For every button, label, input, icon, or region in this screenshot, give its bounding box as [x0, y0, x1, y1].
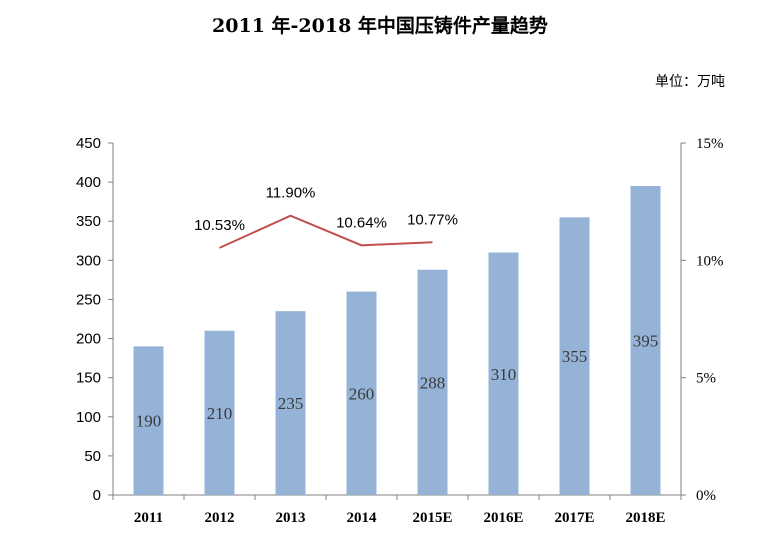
left-y-ticks: 0 50 100 150 200 250 300 350 400 450 [76, 135, 113, 504]
bar-labels: 190 210 235 260 288 310 355 395 [136, 332, 659, 431]
x-ticks: 2011 2012 2013 2014 2015E 2016E 2017E 2018E [112, 495, 682, 526]
left-tick-label: 350 [76, 213, 101, 230]
bar-value-label: 260 [349, 384, 375, 403]
bar [630, 186, 661, 495]
left-tick-label: 100 [76, 409, 101, 426]
x-tick-label: 2014 [347, 510, 378, 526]
bar [488, 252, 519, 495]
unit-label: 单位：万吨 [655, 74, 725, 90]
growth-label: 10.53% [194, 217, 245, 234]
x-tick-label: 2012 [205, 510, 235, 526]
x-tick-label: 2013 [276, 510, 306, 526]
bar [133, 346, 164, 495]
growth-line [219, 214, 433, 249]
left-tick-label: 50 [84, 448, 101, 465]
bar-value-label: 210 [207, 404, 233, 423]
x-tick-label: 2015E [412, 510, 452, 526]
bar-value-label: 310 [491, 365, 517, 384]
axes [112, 143, 682, 496]
right-tick-label: 10% [696, 253, 724, 269]
growth-label: 10.77% [407, 211, 458, 228]
chart-title: 2011 年-2018 年中国压铸件产量趋势 [212, 14, 548, 37]
left-tick-label: 300 [76, 252, 101, 269]
bar-value-label: 288 [420, 373, 446, 392]
left-tick-label: 450 [76, 135, 101, 152]
bar [559, 217, 590, 496]
bar [346, 291, 377, 495]
growth-label: 11.90% [266, 185, 316, 202]
right-y-ticks: 0% 5% 10% 15% [681, 136, 724, 504]
growth-polyline [219, 214, 433, 249]
bar-value-label: 235 [278, 394, 304, 413]
x-tick-label: 2018E [625, 510, 665, 526]
left-tick-label: 400 [76, 174, 101, 191]
bar-value-label: 355 [562, 347, 588, 366]
x-tick-label: 2011 [134, 510, 163, 526]
growth-labels: 10.53% 11.90% 10.64% 10.77% [194, 185, 458, 234]
growth-label: 10.64% [336, 214, 387, 231]
bar [275, 311, 306, 495]
left-tick-label: 200 [76, 331, 101, 348]
x-tick-label: 2017E [554, 510, 594, 526]
right-tick-label: 15% [696, 136, 724, 152]
bar [204, 330, 235, 495]
bar [417, 269, 448, 495]
left-tick-label: 150 [76, 370, 101, 387]
left-tick-label: 250 [76, 291, 101, 308]
bar-value-label: 395 [633, 332, 659, 351]
left-tick-label: 0 [93, 487, 101, 504]
bars [133, 186, 661, 496]
x-tick-label: 2016E [483, 510, 523, 526]
bar-value-label: 190 [136, 412, 162, 431]
right-tick-label: 0% [696, 488, 716, 504]
right-tick-label: 5% [696, 371, 716, 387]
